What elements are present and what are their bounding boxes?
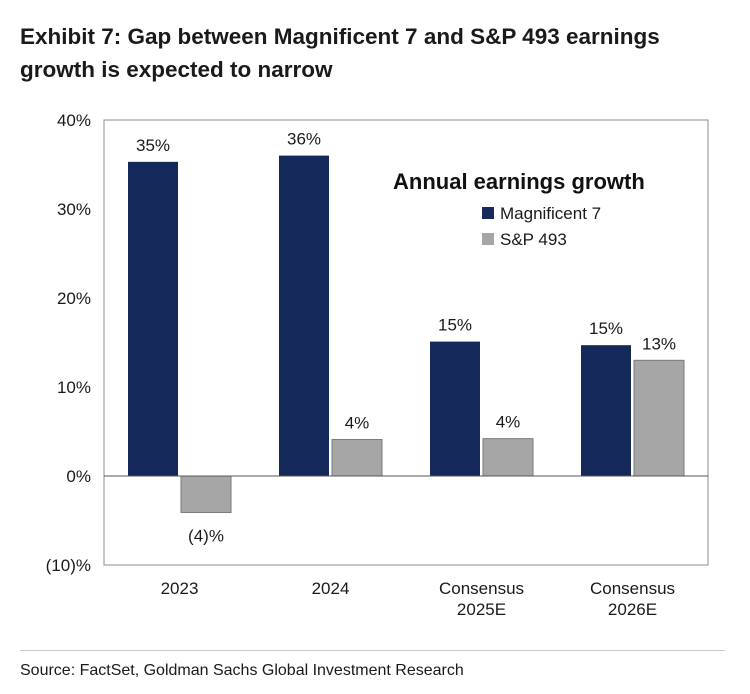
data-label-s-p-493-2: 4% xyxy=(496,413,521,432)
data-label-magnificent-7-0: 35% xyxy=(136,136,170,155)
legend-title: Annual earnings growth xyxy=(393,169,645,194)
bar-magnificent-7-3 xyxy=(581,345,631,476)
x-tick-label: Consensus 2025E xyxy=(439,579,524,619)
bar-magnificent-7-1 xyxy=(279,155,329,476)
bar-s-p-493-1 xyxy=(331,439,383,477)
legend-swatch-sp-493 xyxy=(482,233,494,245)
y-tick-label: 0% xyxy=(66,467,91,486)
y-tick-label: (10)% xyxy=(46,556,91,575)
footer-divider xyxy=(20,650,725,651)
legend-label-sp-493: S&P 493 xyxy=(500,230,567,249)
data-label-s-p-493-1: 4% xyxy=(345,414,370,433)
legend: Annual earnings growth Magnificent 7 S&P… xyxy=(393,169,645,249)
legend-swatch-magnificent-7 xyxy=(482,207,494,219)
bar-s-p-493-2 xyxy=(482,438,534,477)
data-label-s-p-493-0: (4)% xyxy=(188,526,224,545)
x-tick-label: 2024 xyxy=(312,579,350,598)
bar-s-p-493-3 xyxy=(633,359,685,477)
y-tick-label: 40% xyxy=(57,111,91,130)
data-label-magnificent-7-3: 15% xyxy=(589,319,623,338)
y-tick-label: 10% xyxy=(57,378,91,397)
y-tick-label: 30% xyxy=(57,200,91,219)
chart-title: Exhibit 7: Gap between Magnificent 7 and… xyxy=(20,24,660,82)
y-tick-label: 20% xyxy=(57,289,91,308)
bar-s-p-493-0 xyxy=(180,475,232,513)
chart: (10)% 0% 10% 20% 30% 40% 2023 2024 Consensus 202… xyxy=(46,111,709,619)
source-note: Source: FactSet, Goldman Sachs Global In… xyxy=(20,662,464,679)
plot-area xyxy=(103,119,709,566)
data-label-magnificent-7-2: 15% xyxy=(438,316,472,335)
data-label-s-p-493-3: 13% xyxy=(642,334,676,353)
bar-magnificent-7-0 xyxy=(128,161,178,476)
legend-label-magnificent-7: Magnificent 7 xyxy=(500,204,601,223)
bar-magnificent-7-2 xyxy=(430,341,480,476)
x-tick-label: Consensus 2026E xyxy=(590,579,675,619)
x-tick-label: 2023 xyxy=(161,579,199,598)
data-label-magnificent-7-1: 36% xyxy=(287,130,321,149)
